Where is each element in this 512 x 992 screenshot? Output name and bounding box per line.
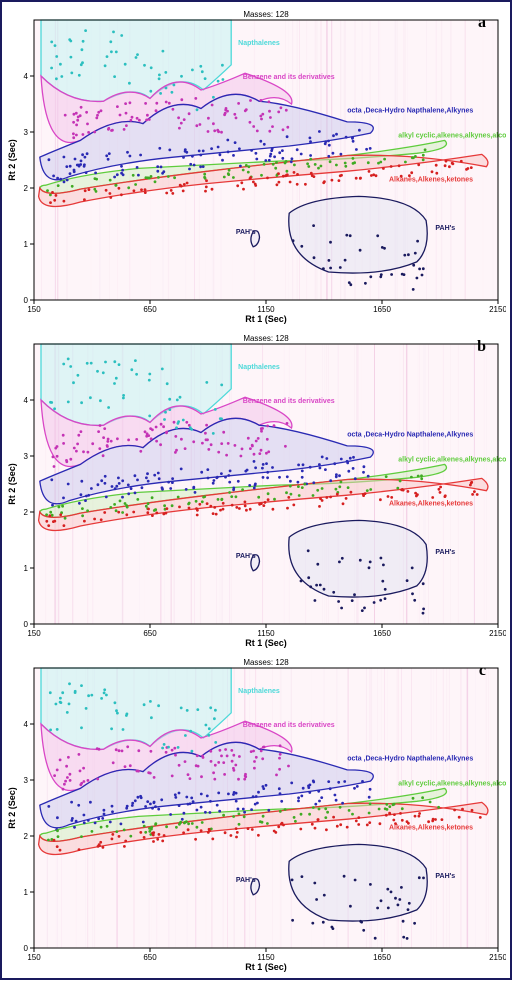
region-label-AlkylCyclic: alkyl cyclic,alkenes,alkynes,alcohols,al…: [398, 781, 506, 788]
svg-text:4: 4: [24, 72, 29, 81]
region-PAHs_large: [289, 844, 427, 921]
svg-text:1150: 1150: [257, 629, 275, 638]
region-label-OctaDeca: octa ,Deca-Hydro Napthalene,Alkynes: [347, 755, 473, 762]
panel-title: Masses: 128: [243, 10, 289, 19]
svg-text:0: 0: [24, 296, 29, 305]
x-axis-label: Rt 1 (Sec): [245, 962, 287, 972]
region-PAHs_large: [289, 520, 427, 597]
panel-c: Napthalenes Benzene and its derivatives oc…: [6, 654, 506, 974]
svg-text:0: 0: [24, 620, 29, 629]
y-axis-label: Rt 2 (Sec): [7, 463, 17, 505]
y-axis-label: Rt 2 (Sec): [7, 139, 17, 181]
x-axis-label: Rt 1 (Sec): [245, 638, 287, 648]
svg-text:1650: 1650: [373, 305, 391, 314]
panel-a: Napthalenes Benzene and its derivatives oc…: [6, 6, 506, 326]
svg-text:1150: 1150: [257, 953, 275, 962]
region-label-Benzene: Benzene and its derivatives: [243, 74, 335, 81]
svg-text:1: 1: [24, 240, 29, 249]
svg-text:650: 650: [143, 305, 157, 314]
svg-text:2: 2: [24, 832, 29, 841]
region-label-PAHs_small: PAH's: [236, 229, 256, 236]
svg-text:1: 1: [24, 564, 29, 573]
svg-text:3: 3: [24, 452, 29, 461]
panel-title: Masses: 128: [243, 334, 289, 343]
svg-text:2: 2: [24, 184, 29, 193]
region-label-Benzene: Benzene and its derivatives: [243, 398, 335, 405]
x-axis-label: Rt 1 (Sec): [245, 314, 287, 324]
svg-text:2150: 2150: [489, 629, 506, 638]
svg-text:3: 3: [24, 776, 29, 785]
panel-title: Masses: 128: [243, 658, 289, 667]
panel-label-c: c: [479, 662, 486, 680]
region-label-OctaDeca: octa ,Deca-Hydro Napthalene,Alkynes: [347, 107, 473, 114]
region-label-Alkanes: Alkanes,Alkenes,ketones: [389, 176, 473, 183]
figure-container: Napthalenes Benzene and its derivatives oc…: [0, 0, 512, 980]
region-label-Alkanes: Alkanes,Alkenes,ketones: [389, 500, 473, 507]
region-label-Benzene: Benzene and its derivatives: [243, 722, 335, 729]
region-label-PAHs_large: PAH's: [435, 549, 455, 556]
svg-text:150: 150: [27, 629, 41, 638]
region-label-Napthalenes: Napthalenes: [238, 688, 280, 695]
svg-text:2: 2: [24, 508, 29, 517]
region-label-AlkylCyclic: alkyl cyclic,alkenes,alkynes,alcohols,al…: [398, 457, 506, 464]
svg-text:1: 1: [24, 888, 29, 897]
region-label-PAHs_small: PAH's: [236, 553, 256, 560]
svg-text:650: 650: [143, 953, 157, 962]
panel-label-a: a: [478, 14, 486, 32]
svg-text:4: 4: [24, 720, 29, 729]
svg-text:2150: 2150: [489, 305, 506, 314]
svg-text:150: 150: [27, 953, 41, 962]
region-label-AlkylCyclic: alkyl cyclic,alkenes,alkynes,alcohols,al…: [398, 133, 506, 140]
svg-text:1650: 1650: [373, 953, 391, 962]
panel-label-b: b: [477, 338, 486, 356]
region-label-OctaDeca: octa ,Deca-Hydro Napthalene,Alkynes: [347, 431, 473, 438]
region-label-Napthalenes: Napthalenes: [238, 364, 280, 371]
svg-text:1150: 1150: [257, 305, 275, 314]
region-label-Napthalenes: Napthalenes: [238, 40, 280, 47]
svg-text:650: 650: [143, 629, 157, 638]
svg-text:3: 3: [24, 128, 29, 137]
svg-text:2150: 2150: [489, 953, 506, 962]
svg-text:0: 0: [24, 944, 29, 953]
svg-text:1650: 1650: [373, 629, 391, 638]
svg-text:4: 4: [24, 396, 29, 405]
y-axis-label: Rt 2 (Sec): [7, 787, 17, 829]
region-label-PAHs_small: PAH's: [236, 877, 256, 884]
region-PAHs_large: [289, 196, 427, 273]
region-label-PAHs_large: PAH's: [435, 225, 455, 232]
svg-text:150: 150: [27, 305, 41, 314]
region-label-Alkanes: Alkanes,Alkenes,ketones: [389, 824, 473, 831]
panel-b: Napthalenes Benzene and its derivatives oc…: [6, 330, 506, 650]
region-label-PAHs_large: PAH's: [435, 873, 455, 880]
